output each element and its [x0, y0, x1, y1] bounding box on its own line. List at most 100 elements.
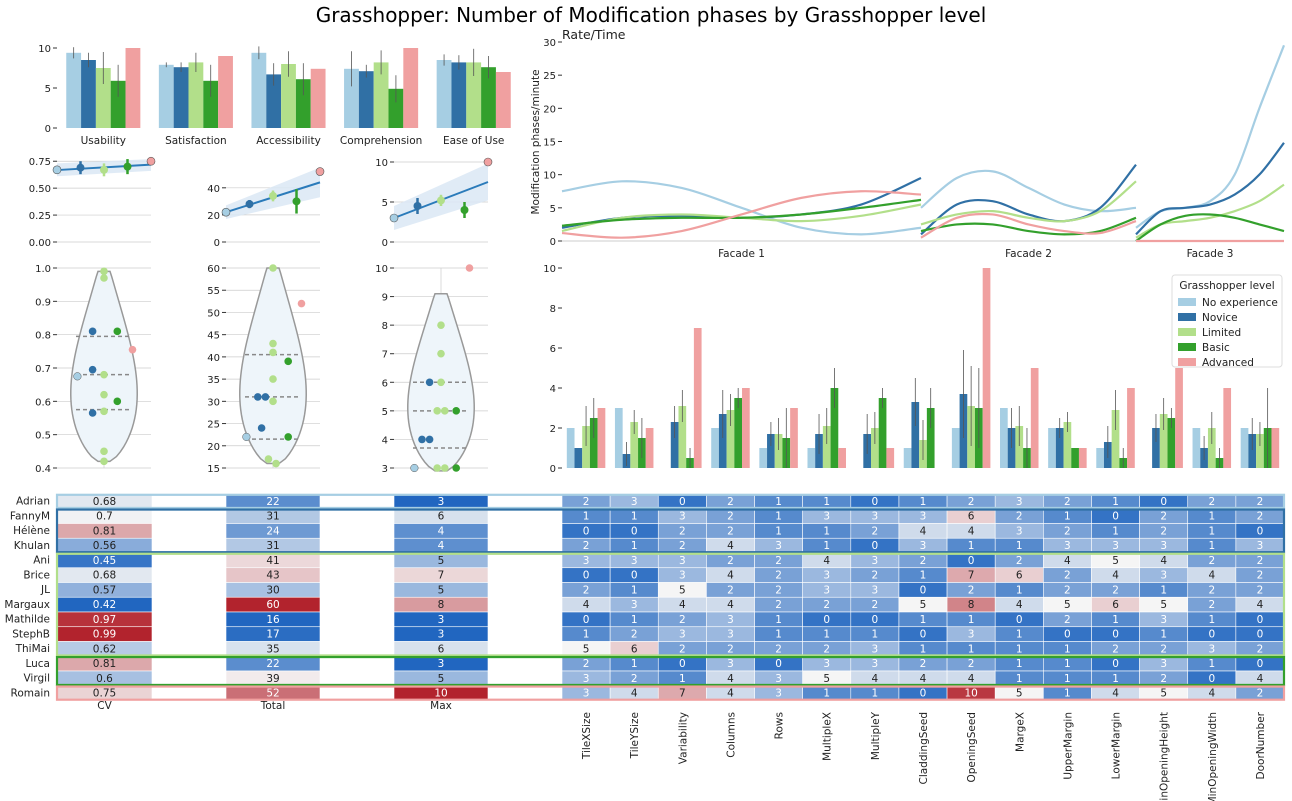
participant-point — [73, 372, 82, 381]
y-tick-label: 0.4 — [35, 464, 51, 475]
bar — [693, 328, 702, 468]
participant-point — [261, 393, 270, 401]
bar — [830, 388, 839, 468]
bar — [173, 67, 189, 128]
chart-title: Rate/Time — [562, 27, 626, 42]
heat-cell-value: 3 — [872, 555, 879, 567]
heat-cell-value: 4 — [631, 688, 638, 700]
legend-swatch — [1178, 343, 1196, 351]
heat-cell-value: 0 — [775, 658, 782, 670]
participant-point — [100, 390, 108, 399]
heat-cell-value: 1 — [1160, 629, 1167, 641]
heat-cell-value: 3 — [631, 599, 638, 611]
participant-point — [441, 407, 449, 415]
heat-cell-value: 22 — [266, 658, 279, 670]
heat-cell-value: 4 — [1257, 599, 1264, 611]
heat-cell-value: 0 — [583, 525, 590, 537]
level-point — [483, 157, 493, 167]
heat-cell-value: 4 — [679, 599, 686, 611]
heat-cell-value: 2 — [1160, 525, 1167, 537]
bar — [734, 398, 743, 468]
participant-point — [100, 274, 108, 282]
participant-point — [100, 267, 108, 276]
bar — [645, 428, 654, 468]
heat-cell-value: 3 — [679, 570, 686, 582]
heat-cell-value: 1 — [968, 643, 975, 655]
heat-cell-value: 5 — [1016, 688, 1023, 700]
bar — [466, 62, 482, 128]
heat-cell-value: 0 — [1208, 673, 1215, 685]
heat-cell-value: 0 — [1112, 511, 1119, 523]
y-tick-label: 40 — [207, 353, 220, 364]
bar — [481, 67, 496, 128]
heat-cell-value: 5 — [679, 584, 686, 596]
bar — [1063, 422, 1072, 468]
participant-point — [437, 321, 445, 329]
bar — [403, 48, 419, 128]
heat-cell-value: 6 — [968, 511, 975, 523]
heat-cell-value: 0.68 — [93, 570, 116, 582]
heat-cell-value: 4 — [727, 599, 734, 611]
participant-point — [441, 464, 449, 472]
bar — [774, 434, 783, 468]
heat-cell-value: 2 — [1064, 525, 1071, 537]
rate-time-line-chart: Rate/Time Modification phases/minute 0 5 10 1… — [530, 27, 1286, 260]
rate-curve — [1135, 213, 1285, 242]
bar — [95, 68, 111, 128]
parameter-label: TileYSize — [629, 712, 641, 759]
heat-cell-value: 2 — [1112, 584, 1119, 596]
heat-cell-value: 1 — [920, 643, 927, 655]
participant-point — [253, 393, 262, 401]
y-tick-label: 45 — [207, 331, 220, 342]
y-tick-label: 4 — [382, 435, 388, 446]
y-tick-label: 15 — [207, 464, 220, 475]
parameter-label: CladdingSeed — [918, 712, 930, 785]
legend-entry: Novice — [1202, 312, 1238, 324]
heat-cell-value: 4 — [920, 673, 927, 685]
y-tick-label: 25 — [543, 71, 556, 82]
heat-cell-value: 60 — [266, 599, 279, 611]
bar — [822, 426, 831, 468]
y-tick-label: 10 — [543, 171, 556, 182]
heat-cell-value: 5 — [438, 584, 445, 596]
parameter-label: MultipleX — [822, 712, 834, 761]
heat-cell-value: 2 — [679, 525, 686, 537]
participant-point — [284, 433, 293, 441]
heat-cell-value: 1 — [631, 614, 638, 626]
y-tick-label: 20 — [207, 442, 220, 453]
bar — [903, 448, 912, 468]
heat-cell-value: 1 — [1016, 643, 1023, 655]
participant-label: Margaux — [4, 599, 50, 611]
heat-cell-value: 2 — [775, 584, 782, 596]
participant-point — [433, 464, 442, 472]
heat-cell-value: 2 — [968, 496, 975, 508]
heat-cell-value: 3 — [631, 555, 638, 567]
heat-cell-value: 4 — [583, 599, 590, 611]
heat-cell-value: 6 — [1016, 570, 1023, 582]
heat-cell-value: 6 — [1112, 599, 1119, 611]
heat-cell-value: 2 — [583, 496, 590, 508]
bar — [1048, 428, 1056, 468]
heat-cell-value: 8 — [968, 599, 975, 611]
heat-cell-value: 1 — [631, 540, 638, 552]
heat-cell-value: 2 — [727, 584, 734, 596]
bar — [1078, 448, 1087, 468]
bar — [66, 52, 82, 128]
x-tick-label: Comprehension — [340, 135, 422, 147]
heat-cell-value: 2 — [1257, 643, 1264, 655]
heat-cell-value: 0.45 — [93, 555, 116, 567]
heat-cell-value: 3 — [679, 629, 686, 641]
heat-cell-value: 2 — [1112, 643, 1119, 655]
heat-cell-value: 0.68 — [93, 496, 116, 508]
bar — [982, 268, 991, 468]
column-label: Total — [260, 700, 286, 712]
heat-cell-value: 1 — [823, 496, 830, 508]
participant-point — [437, 349, 445, 358]
heat-cell-value: 3 — [823, 658, 830, 670]
heat-cell-value: 4 — [727, 688, 734, 700]
parameter-label: LowerMargin — [1111, 712, 1123, 779]
bar — [1167, 418, 1176, 468]
legend-entry: Advanced — [1202, 357, 1254, 369]
parameter-label: Rows — [774, 712, 786, 739]
regression-panels: 0.00 0.25 0.50 0.75 0 20 40 0 5 10 — [29, 156, 493, 249]
